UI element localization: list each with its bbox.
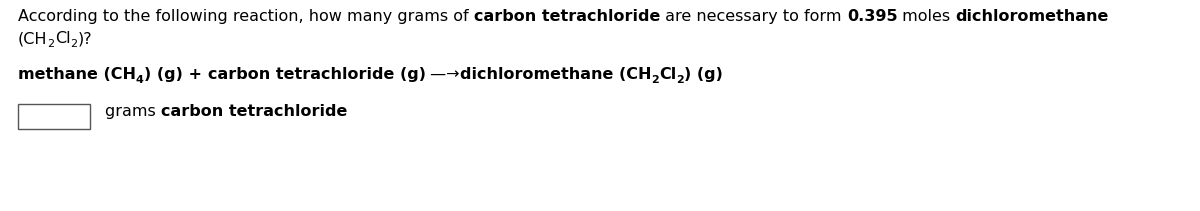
Text: —→: —→ [426,67,460,82]
Text: carbon tetrachloride: carbon tetrachloride [161,104,347,119]
Text: Cl: Cl [55,31,71,46]
Text: )?: )? [77,31,92,46]
Text: 2: 2 [71,39,77,49]
Text: dichloromethane: dichloromethane [955,9,1109,24]
Text: 2: 2 [677,75,684,85]
Bar [18,104,90,129]
Text: ) (g): ) (g) [684,67,724,82]
Text: 4: 4 [136,75,144,85]
Text: 0.395: 0.395 [847,9,898,24]
Text: 2: 2 [48,39,55,49]
Text: carbon tetrachloride (g): carbon tetrachloride (g) [208,67,426,82]
Text: methane (CH: methane (CH [18,67,136,82]
Text: According to the following reaction, how many grams of: According to the following reaction, how… [18,9,474,24]
Text: dichloromethane (CH: dichloromethane (CH [460,67,652,82]
Text: carbon tetrachloride: carbon tetrachloride [474,9,660,24]
Text: ) (g) +: ) (g) + [144,67,208,82]
Text: (CH: (CH [18,31,48,46]
Text: Cl: Cl [659,67,677,82]
Text: moles: moles [898,9,955,24]
Text: 2: 2 [652,75,659,85]
Text: are necessary to form: are necessary to form [660,9,847,24]
Text: grams: grams [104,104,161,119]
